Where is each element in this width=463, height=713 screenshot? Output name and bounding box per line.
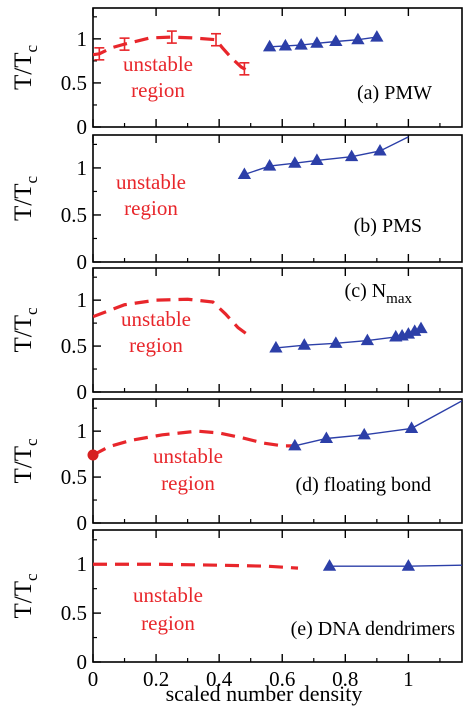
- plot-area: [237, 136, 409, 180]
- simulation-point: [262, 159, 277, 171]
- panel-frame: [92, 7, 463, 128]
- simulation-point: [269, 340, 283, 353]
- x-tick-label: 0.6: [269, 667, 295, 691]
- y-tick-label: 0: [77, 511, 88, 535]
- x-tick-label: 0: [88, 667, 99, 691]
- simulation-point: [310, 153, 324, 165]
- panel-frame: [92, 134, 463, 263]
- x-tick-label: 0.4: [206, 667, 233, 691]
- panel-label: (b) PMS: [354, 215, 422, 237]
- simulation-point: [262, 39, 277, 52]
- panel-label: (c) Nmax: [345, 280, 413, 307]
- panel-label-subscript: max: [386, 291, 412, 307]
- simulation-line: [294, 400, 462, 447]
- simulation-point: [322, 559, 337, 571]
- y-tick-label: 0.5: [61, 203, 87, 227]
- y-tick-label: 1: [77, 156, 88, 180]
- y-tick-label: 0: [77, 650, 88, 674]
- y-tick-label: 0: [77, 115, 88, 139]
- simulation-point: [294, 38, 308, 50]
- y-axis-label: T/Tc: [10, 45, 41, 91]
- simulation-point: [297, 338, 311, 350]
- y-tick-label: 0: [77, 380, 88, 404]
- panel-frame: [92, 267, 463, 393]
- panel-label: (e) DNA dendrimers: [291, 618, 456, 640]
- simulation-point: [329, 34, 343, 47]
- y-axis-label: T/Tc: [10, 438, 41, 484]
- x-axis-label: scaled number density: [166, 681, 363, 706]
- x-tick-label: 1: [403, 667, 414, 691]
- simulation-point: [288, 438, 302, 451]
- critical-point-marker: [87, 449, 99, 461]
- simulation-point: [310, 36, 324, 48]
- panel-label: (d) floating bond: [295, 474, 431, 496]
- panel-d: 0 0.5 1 T/Tc unstable region (d) floating bond: [10, 398, 463, 535]
- unstable-region-label: unstable: [121, 307, 191, 331]
- simulation-point: [288, 156, 302, 168]
- simulation-point: [373, 143, 387, 156]
- unstable-region-label: region: [124, 196, 178, 220]
- y-axis-label: T/Tc: [10, 307, 41, 353]
- unstable-region-label: unstable: [153, 444, 223, 468]
- unstable-region-label: region: [131, 78, 185, 102]
- y-tick-label: 1: [77, 419, 88, 443]
- panel-label: (a) PMW: [357, 82, 432, 104]
- unstable-region-label: region: [141, 611, 195, 635]
- y-tick-label: 0.5: [61, 71, 87, 95]
- simulation-point: [414, 321, 428, 334]
- y-tick-label: 0: [77, 250, 88, 274]
- simulation-point: [351, 32, 365, 45]
- simulation-point: [370, 30, 384, 42]
- simulation-point: [344, 149, 359, 162]
- simulation-point: [360, 333, 375, 346]
- y-tick-label: 0.5: [61, 334, 87, 358]
- plot-area: [93, 559, 462, 571]
- simulation-point: [404, 421, 419, 433]
- simulation-point: [329, 336, 343, 348]
- y-tick-label: 1: [77, 288, 88, 312]
- unstable-region-label: unstable: [123, 52, 193, 76]
- unstable-branch-line: [93, 35, 252, 74]
- y-tick-label: 1: [77, 27, 88, 51]
- plot-area: [93, 297, 428, 353]
- plot-area: [93, 30, 384, 76]
- simulation-point: [357, 427, 371, 440]
- unstable-region-label: unstable: [116, 170, 186, 194]
- simulation-point: [401, 559, 416, 571]
- panel-frame: [92, 529, 463, 663]
- panel-frame: [92, 398, 463, 524]
- simulation-point: [319, 431, 334, 444]
- y-axis-label: T/Tc: [10, 573, 41, 619]
- unstable-region-label: unstable: [133, 583, 203, 607]
- unstable-region-label: region: [129, 333, 183, 357]
- simulation-point: [237, 167, 252, 180]
- panel-e: 0 0.5 1 T/Tc unstable region (e) DNA dendrimer…: [10, 529, 463, 691]
- y-tick-label: 0.5: [61, 601, 87, 625]
- unstable-region-label: region: [161, 471, 215, 495]
- simulation-point: [278, 38, 293, 51]
- unstable-branch-line: [93, 429, 295, 457]
- x-tick-label: 0.2: [143, 667, 169, 691]
- y-axis-label: T/Tc: [10, 176, 41, 222]
- unstable-branch-line: [93, 297, 252, 339]
- plot-area: [93, 400, 462, 457]
- y-tick-label: 1: [77, 552, 88, 576]
- unstable-branch-line: [93, 562, 299, 570]
- x-tick-label: 0.8: [332, 667, 358, 691]
- y-tick-label: 0.5: [61, 465, 87, 489]
- simulation-line: [329, 564, 462, 567]
